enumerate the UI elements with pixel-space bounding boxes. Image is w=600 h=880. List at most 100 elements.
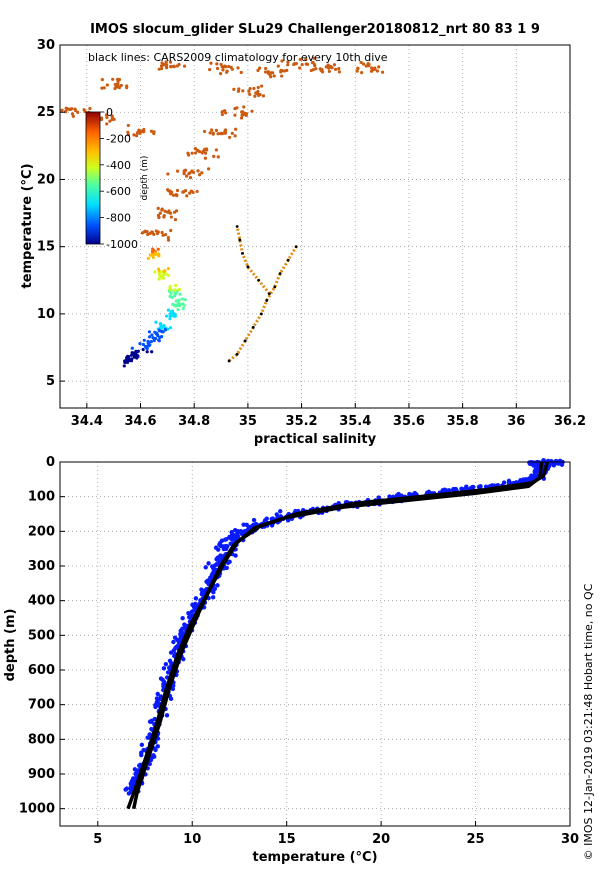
ts-data-point — [272, 74, 276, 78]
ts-climatology-point — [267, 292, 271, 296]
ts-data-point — [220, 112, 224, 117]
ts-data-point — [125, 86, 129, 90]
ts-x-axis-label: practical salinity — [254, 432, 377, 447]
ts-data-point — [185, 174, 189, 178]
ts-data-point — [99, 117, 104, 122]
ts-data-point — [136, 130, 140, 134]
colorbar-label: depth (m) — [140, 156, 150, 201]
ts-data-point — [172, 64, 176, 68]
profile-data-point — [229, 529, 234, 535]
ts-data-point — [176, 300, 180, 304]
ts-climatology-line — [228, 245, 298, 363]
ts-x-tick-label: 36 — [507, 414, 525, 429]
ts-data-point — [203, 156, 208, 160]
pr-x-tick-label: 20 — [372, 832, 390, 847]
profile-data-point — [172, 635, 178, 640]
ts-data-point — [230, 67, 234, 71]
colorbar-tick-label: -400 — [106, 159, 131, 172]
ts-data-point — [235, 106, 239, 110]
colorbar-tick-label: -800 — [106, 212, 131, 225]
ts-data-point — [141, 347, 145, 352]
ts-data-point — [169, 64, 173, 69]
ts-data-point — [185, 194, 189, 198]
ts-data-point — [327, 69, 332, 74]
ts-climatology-point — [235, 225, 239, 228]
ts-data-point — [156, 206, 160, 210]
ts-data-point — [190, 169, 194, 174]
ts-data-point — [166, 273, 171, 277]
climatology-note: black lines: CARS2009 climatology for ev… — [88, 51, 388, 64]
ts-climatology-point — [235, 352, 239, 356]
ts-data-point — [162, 62, 166, 67]
ts-x-tick-label: 34.8 — [178, 414, 210, 429]
ts-plot-frame — [59, 44, 571, 409]
ts-data-point — [371, 68, 376, 72]
profile-data-point — [164, 713, 170, 718]
profile-data-point — [169, 660, 174, 666]
ts-x-tick-label: 35.4 — [339, 414, 371, 429]
ts-data-point — [177, 287, 182, 292]
ts-data-point — [216, 155, 220, 159]
profile-data-point — [240, 530, 245, 536]
ts-data-point — [211, 131, 215, 135]
ts-x-tick-label: 35.6 — [393, 414, 425, 429]
ts-data-point — [183, 298, 187, 302]
ts-data-point — [181, 302, 185, 306]
copyright-timestamp: © IMOS 12-Jan-2019 03:21:48 Hobart time,… — [582, 583, 595, 860]
ts-data-point — [233, 134, 237, 138]
profile-data-point — [489, 483, 495, 488]
ts-data-point — [125, 355, 129, 360]
pr-x-tick-label: 10 — [183, 832, 201, 847]
ts-data-point — [182, 172, 186, 176]
profile-data-point — [442, 487, 447, 492]
ts-data-point — [239, 70, 243, 75]
ts-data-point — [169, 288, 173, 292]
ts-data-point — [304, 57, 308, 62]
ts-data-point — [150, 350, 154, 354]
ts-data-point — [248, 86, 252, 91]
ts-data-point — [182, 190, 186, 194]
profile-data-point — [163, 661, 169, 667]
profile-data-point — [171, 639, 176, 645]
profile-data-point — [244, 522, 249, 528]
ts-data-point — [160, 66, 164, 71]
ts-data-point — [224, 65, 228, 69]
pr-y-tick-label: 600 — [28, 663, 55, 678]
ts-climatology-point — [286, 258, 290, 262]
ts-climatology-point — [273, 285, 277, 289]
profile-data-point — [147, 761, 152, 767]
ts-data-point — [167, 209, 171, 213]
ts-data-point — [158, 335, 162, 339]
ts-data-point — [232, 87, 236, 91]
profile-y-axis-label: depth (m) — [3, 609, 18, 682]
ts-data-point — [170, 309, 175, 313]
ts-data-point — [223, 131, 227, 135]
profile-climatology-line — [126, 461, 544, 810]
ts-climatology-point — [246, 265, 250, 269]
profile-data-point — [228, 541, 233, 546]
profile-data-point — [209, 572, 215, 577]
ts-data-point — [186, 151, 190, 155]
ts-data-point — [150, 333, 154, 337]
profile-data-point — [241, 522, 246, 527]
profile-data-point — [147, 732, 152, 737]
ts-data-point — [244, 113, 248, 117]
profile-data-point — [165, 670, 171, 675]
ts-data-point — [88, 106, 92, 111]
profile-data-point — [559, 462, 565, 467]
ts-data-point — [173, 288, 177, 292]
profile-data-point — [501, 480, 507, 485]
ts-data-point — [175, 64, 179, 68]
ts-climatology-line — [235, 226, 271, 295]
ts-y-ticks: 5 10 15 20 25 30 — [37, 38, 65, 389]
ts-data-point — [182, 64, 187, 68]
profile-data-point — [470, 484, 475, 490]
ts-data-point — [258, 92, 262, 97]
pr-x-tick-label: 5 — [93, 832, 102, 847]
ts-data-point — [146, 232, 150, 237]
ts-data-point — [169, 291, 173, 296]
ts-data-point — [153, 270, 157, 274]
ts-data-point — [236, 66, 240, 70]
ts-data-point — [173, 303, 177, 308]
